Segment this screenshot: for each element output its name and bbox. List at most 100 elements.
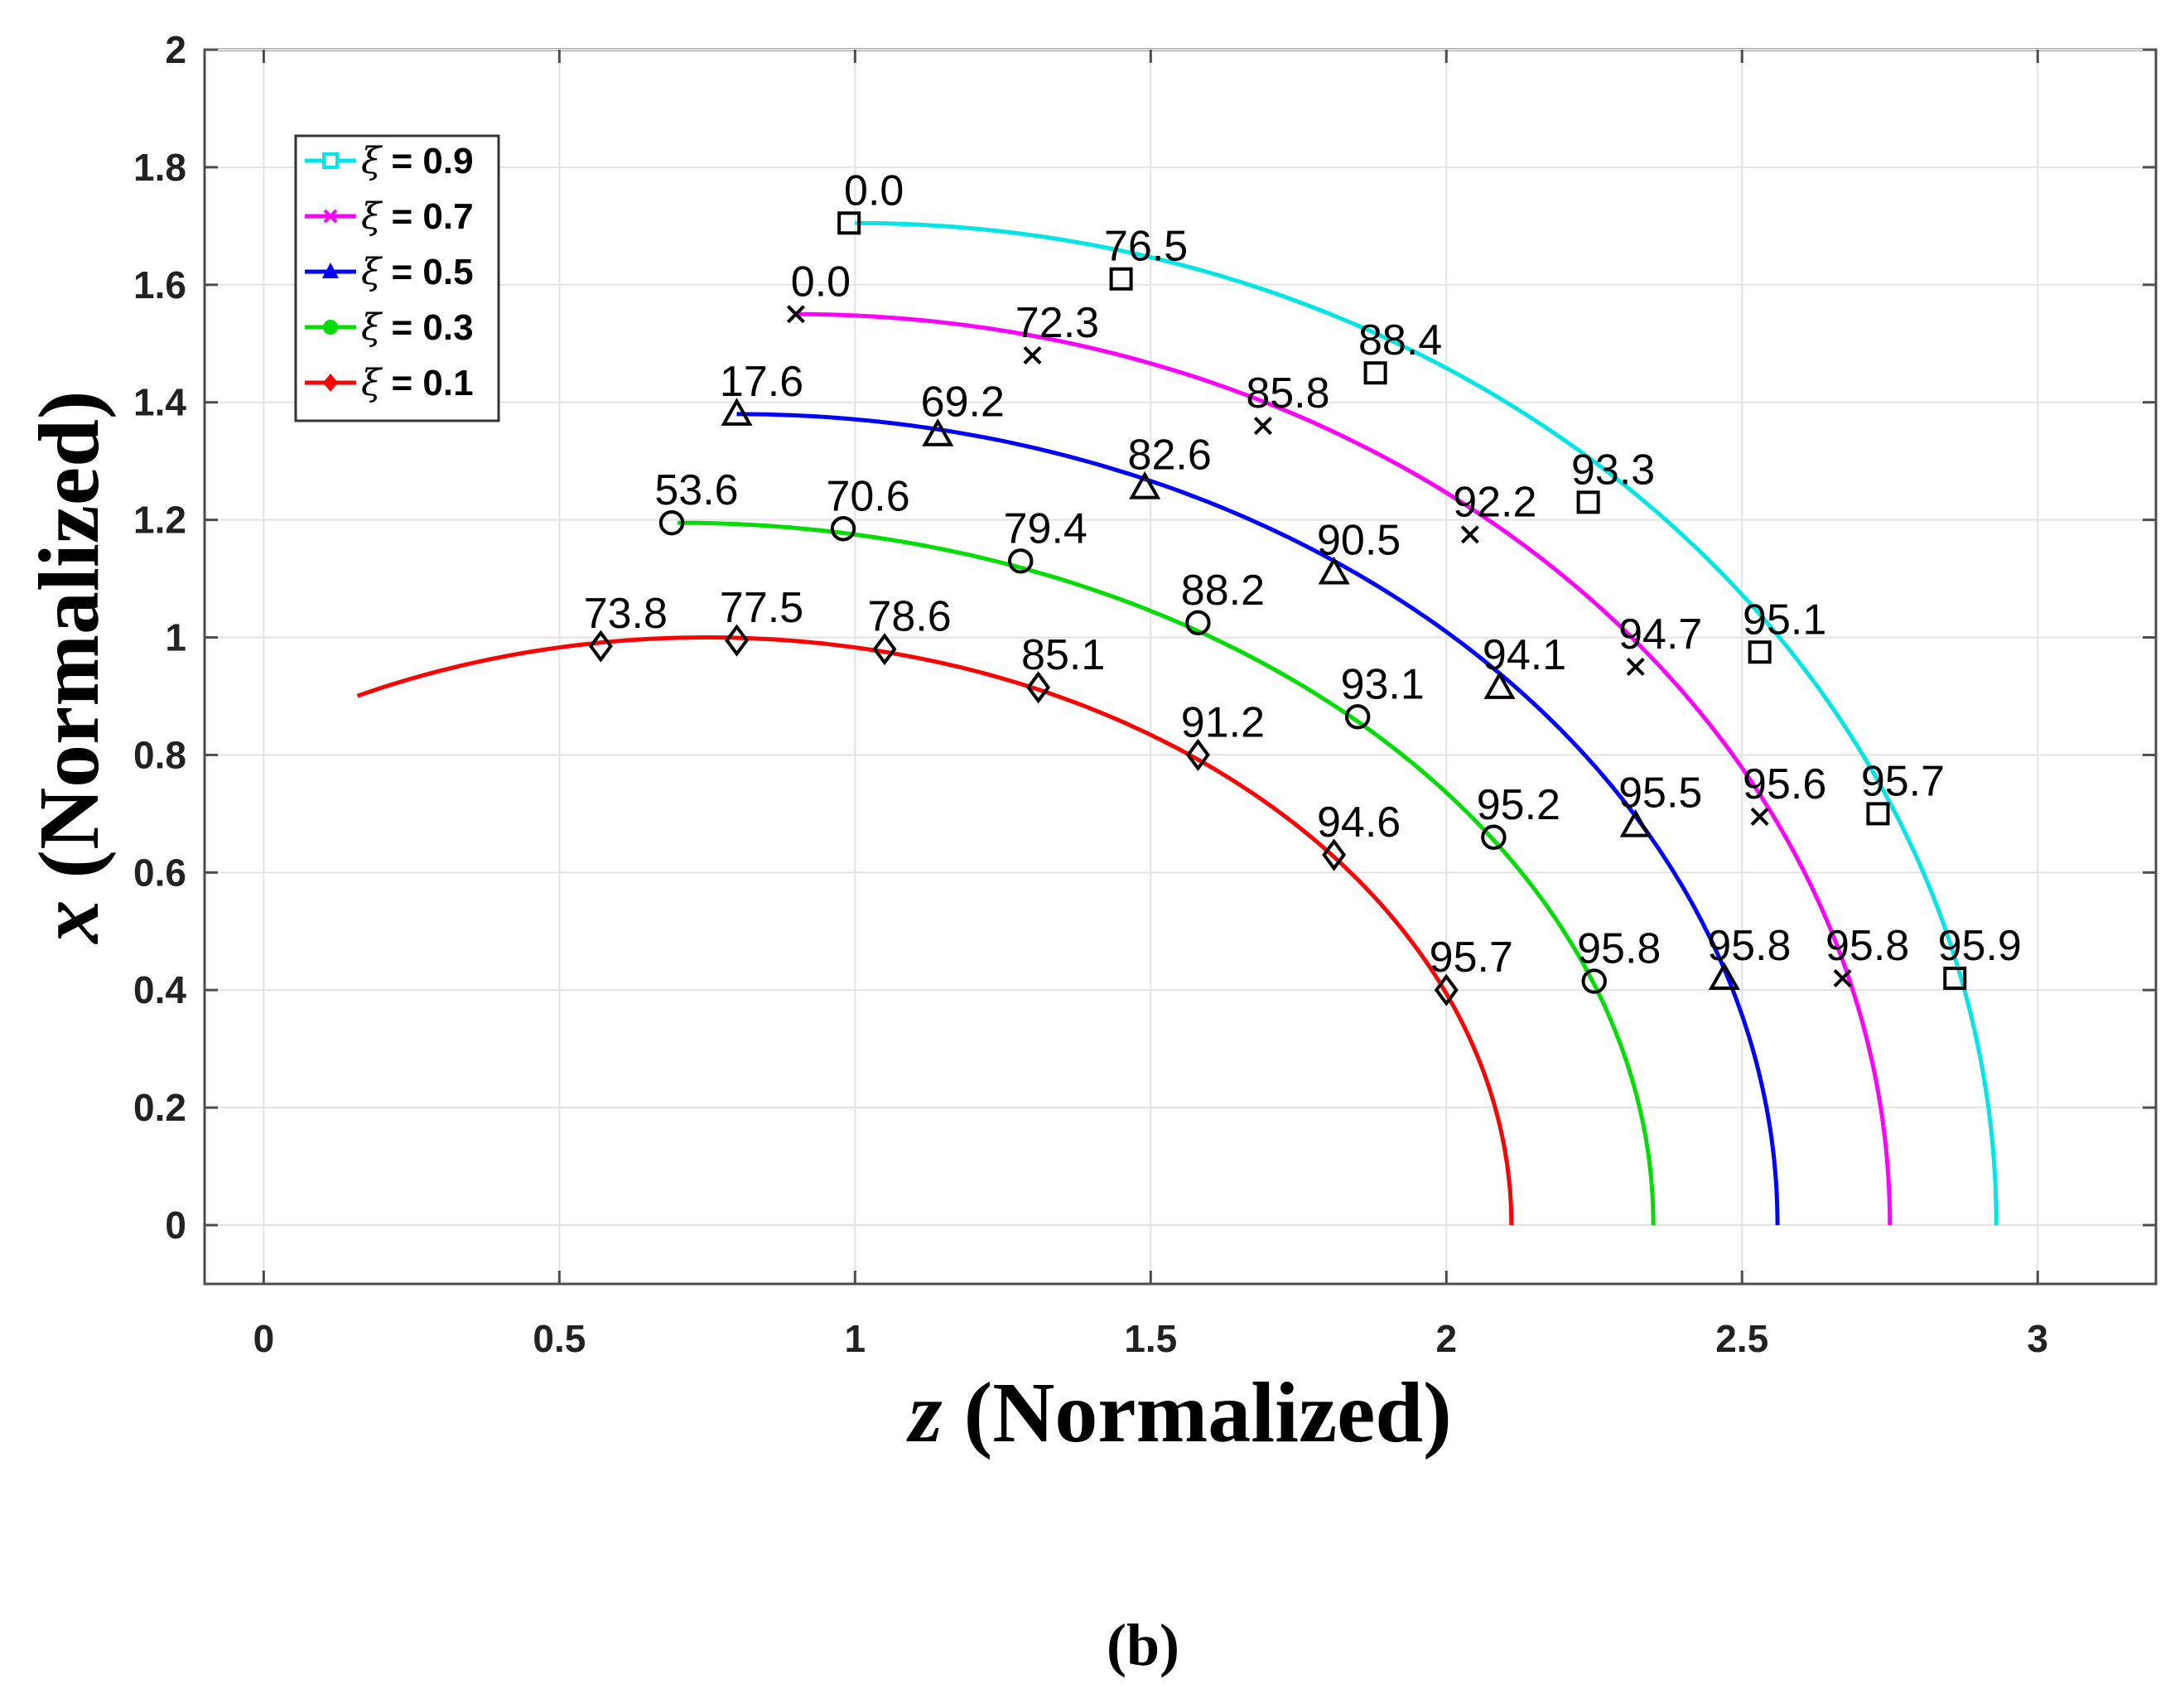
x-tick-label: 2	[1435, 1317, 1457, 1360]
triangle-marker	[1708, 962, 1740, 991]
circle-marker	[1581, 968, 1607, 994]
x-marker	[1750, 807, 1769, 826]
legend-label: ξ = 0.7	[361, 195, 474, 238]
plot-area	[203, 48, 2158, 1286]
y-tick-label: 1.6	[133, 263, 186, 306]
y-tick-label: 0.2	[133, 1086, 186, 1129]
data-label: 93.3	[1571, 446, 1655, 494]
series-2	[721, 398, 1780, 1226]
circle-marker	[830, 516, 856, 542]
data-label: 88.2	[1181, 567, 1265, 615]
series-3	[658, 509, 1656, 1226]
legend-entry: ξ = 0.7	[305, 195, 474, 238]
data-label: 95.8	[1577, 925, 1661, 973]
data-label: 92.2	[1453, 478, 1536, 526]
square-marker	[837, 211, 861, 235]
data-label: 95.9	[1938, 922, 2022, 970]
legend-marker	[323, 374, 338, 392]
legend-entry: ξ = 0.3	[305, 306, 474, 349]
data-label: 73.8	[584, 590, 668, 638]
diamond-marker	[1185, 738, 1210, 771]
diamond-marker	[1322, 838, 1347, 871]
x-marker	[1626, 657, 1645, 677]
legend-marker	[322, 263, 339, 278]
series-1	[786, 305, 1893, 1225]
y-axis-title: x (Normalized)	[22, 390, 117, 944]
data-label: 85.8	[1246, 369, 1329, 417]
x-tick-label: 3	[2027, 1317, 2048, 1360]
diamond-marker	[872, 633, 897, 666]
series-0	[837, 211, 1999, 1225]
x-marker	[1460, 525, 1479, 544]
data-label: 93.1	[1341, 660, 1425, 708]
data-label: 95.7	[1861, 757, 1945, 805]
data-label: 94.7	[1618, 610, 1702, 659]
x-axis-ticks: 0 0.5 1 1.5 2 2.5 3	[253, 50, 2048, 1360]
x-axis-title: z (Normalized)	[906, 1365, 1452, 1460]
x-marker	[1253, 417, 1272, 436]
x-tick-label: 0.5	[533, 1317, 586, 1360]
circle-marker	[1185, 610, 1211, 635]
data-labels: 0.0 76.5 88.4 93.3 95.1 95.7 95.9 0.0 72.3 85.8 92…	[584, 166, 2022, 982]
triangle-marker	[1318, 556, 1350, 585]
data-label: 91.2	[1181, 698, 1265, 746]
square-marker	[1748, 640, 1772, 664]
y-tick-label: 2	[165, 28, 186, 71]
triangle-marker	[922, 418, 954, 446]
diamond-marker	[1026, 671, 1051, 704]
data-label: 53.6	[654, 466, 738, 514]
data-label: 0.0	[791, 258, 851, 306]
triangle-marker	[1619, 808, 1652, 837]
data-label: 95.8	[1707, 922, 1791, 970]
square-marker	[1576, 490, 1600, 514]
diamond-marker	[1434, 973, 1459, 1006]
legend-entry: ξ = 0.1	[305, 362, 474, 404]
legend-entry: ξ = 0.9	[305, 140, 474, 182]
y-tick-label: 1	[165, 616, 186, 659]
legend-label: ξ = 0.5	[361, 251, 474, 293]
data-label: 95.5	[1618, 770, 1702, 818]
y-tick-label: 1.4	[133, 381, 186, 424]
diamond-marker	[588, 630, 613, 663]
series-4	[356, 624, 1514, 1226]
x-marker	[1833, 969, 1852, 988]
legend-label: ξ = 0.3	[361, 306, 474, 349]
data-label: 95.6	[1743, 760, 1826, 808]
series-line	[678, 520, 1656, 1226]
triangle-marker	[1483, 671, 1516, 699]
data-label: 94.1	[1483, 631, 1566, 679]
data-label: 95.8	[1825, 922, 1909, 970]
data-label: 69.2	[921, 379, 1005, 427]
y-tick-label: 0.8	[133, 733, 186, 776]
grid	[205, 49, 2156, 1284]
data-label: 17.6	[720, 358, 803, 406]
x-tick-label: 2.5	[1715, 1317, 1768, 1360]
legend-label: ξ = 0.1	[361, 362, 474, 404]
y-tick-label: 1.8	[133, 146, 186, 189]
data-label: 76.5	[1104, 223, 1188, 271]
diamond-marker	[725, 624, 750, 657]
circle-marker	[1008, 548, 1034, 574]
legend-marker	[322, 152, 339, 169]
triangle-marker	[721, 398, 753, 426]
legend-marker	[323, 320, 338, 335]
legend: ξ = 0.9 ξ = 0.7 ξ = 0.5 ξ = 0.3 ξ = 0.1	[294, 134, 500, 422]
legend-entry: ξ = 0.5	[305, 251, 474, 293]
data-label: 78.6	[867, 593, 951, 641]
x-marker	[786, 305, 805, 324]
series-line	[855, 220, 1999, 1225]
data-label: 95.2	[1477, 781, 1560, 829]
circle-marker	[658, 509, 685, 536]
data-label: 85.1	[1021, 631, 1105, 679]
data-label: 72.3	[1015, 299, 1099, 347]
square-marker	[1943, 967, 1967, 991]
legend-marker	[323, 209, 338, 224]
panel-label: (b)	[1107, 1612, 1179, 1678]
series-line	[736, 412, 1780, 1226]
data-label: 82.6	[1128, 432, 1212, 480]
data-label: 90.5	[1317, 516, 1401, 564]
legend-label: ξ = 0.9	[361, 140, 474, 182]
data-label: 95.7	[1430, 934, 1513, 982]
data-label: 70.6	[826, 472, 909, 520]
